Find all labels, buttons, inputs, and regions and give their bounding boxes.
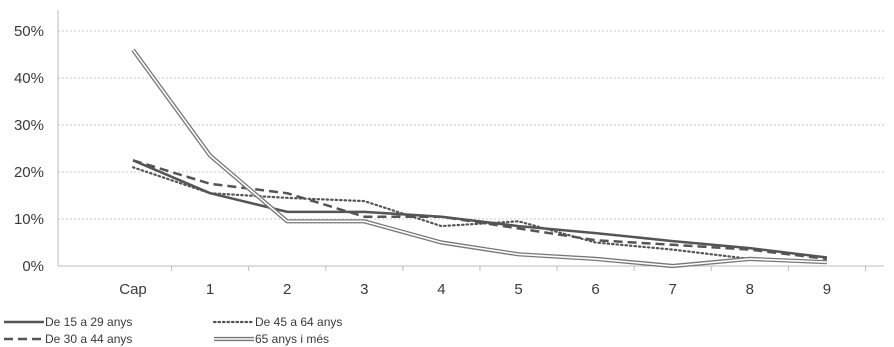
x-tick-label: 6: [591, 281, 599, 298]
x-axis-ticks: Cap 1 2 3 4 5 6 7 8 9: [119, 266, 866, 298]
legend-label: De 15 a 29 anys: [45, 315, 132, 329]
x-tick-label: 2: [283, 281, 291, 298]
x-tick-label: 1: [206, 281, 214, 298]
y-tick-label: 0%: [22, 258, 44, 275]
y-tick-label: 10%: [14, 211, 44, 228]
legend-item: De 45 a 64 anys: [212, 315, 342, 329]
series-2: [132, 159, 828, 261]
legend-item: De 30 a 44 anys: [4, 332, 132, 346]
legend-label: De 45 a 64 anys: [255, 315, 342, 329]
series-3: [131, 166, 828, 264]
x-tick-label: 7: [669, 281, 677, 298]
y-tick-label: 40%: [14, 70, 44, 87]
x-tick-label: 8: [746, 281, 754, 298]
series-4: [131, 48, 827, 269]
series-line-inner: [132, 49, 827, 267]
series-line: [132, 159, 828, 259]
gridlines: [57, 10, 884, 267]
legend-item: De 15 a 29 anys: [4, 315, 132, 329]
legend-item: 65 anys i més: [214, 332, 329, 346]
x-tick-label: 5: [514, 281, 522, 298]
series-line: [132, 159, 828, 261]
y-tick-label: 20%: [14, 164, 44, 181]
y-tick-label: 30%: [14, 117, 44, 134]
series-lines: [131, 48, 828, 269]
legend: De 15 a 29 anys De 30 a 44 anys De 45 a 64…: [4, 315, 342, 346]
series-line: [131, 166, 828, 264]
y-tick-label: 50%: [14, 23, 44, 40]
y-axis-ticks: 0% 10% 20% 30% 40% 50%: [14, 23, 44, 275]
legend-label: 65 anys i més: [255, 332, 329, 346]
x-tick-label: Cap: [119, 281, 147, 298]
series-line: [131, 48, 827, 269]
x-tick-label: 4: [437, 281, 445, 298]
x-tick-label: 3: [360, 281, 368, 298]
series-1: [132, 159, 828, 259]
x-tick-label: 9: [823, 281, 831, 298]
legend-label: De 30 a 44 anys: [45, 332, 132, 346]
